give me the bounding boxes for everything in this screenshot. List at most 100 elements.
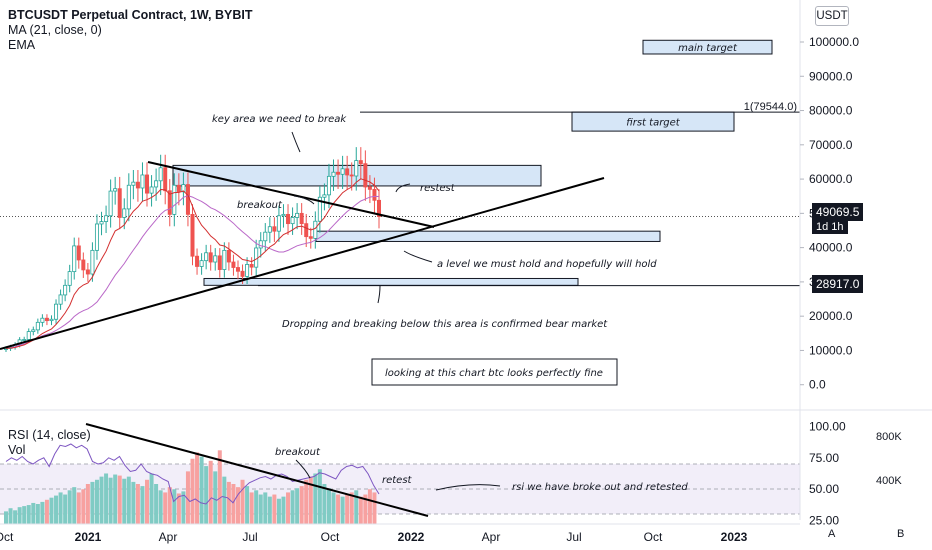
candle-body[interactable] (172, 184, 177, 215)
candle-body[interactable] (267, 226, 272, 233)
candle-body[interactable] (122, 208, 127, 218)
candle-body[interactable] (145, 174, 150, 194)
candle-body[interactable] (63, 284, 68, 296)
candle-body[interactable] (99, 221, 104, 225)
candle-body[interactable] (149, 186, 154, 194)
candle-body[interactable] (354, 160, 359, 177)
volume-bar (231, 484, 236, 524)
candle-body[interactable] (372, 188, 377, 201)
candle-body[interactable] (349, 174, 354, 177)
candle-body[interactable] (263, 231, 268, 242)
candle-body[interactable] (235, 267, 240, 272)
volume-bar (354, 490, 359, 524)
candle-body[interactable] (85, 269, 90, 275)
candle-body[interactable] (286, 213, 291, 225)
candle-body[interactable] (49, 318, 54, 322)
annotation-hold-level: a level we must hold and hopefully will … (437, 259, 657, 270)
candle-body[interactable] (181, 184, 186, 193)
volume-bar (372, 492, 377, 524)
volume-bar (67, 490, 72, 524)
candle-body[interactable] (254, 247, 259, 268)
candle-body[interactable] (195, 255, 200, 267)
ema-legend[interactable]: EMA (8, 38, 36, 52)
candle-body[interactable] (340, 168, 345, 175)
candle-body[interactable] (258, 240, 263, 249)
vol-legend[interactable]: Vol (8, 443, 26, 457)
candle-body[interactable] (272, 226, 277, 232)
candle-body[interactable] (276, 215, 281, 232)
candle-body[interactable] (117, 188, 122, 218)
candle-body[interactable] (176, 184, 181, 193)
candle-body[interactable] (140, 174, 145, 189)
candle-body[interactable] (317, 196, 322, 222)
candle-body[interactable] (376, 199, 381, 217)
candle-body[interactable] (222, 249, 227, 270)
candle-body[interactable] (213, 255, 218, 263)
candle-body[interactable] (358, 160, 363, 165)
time-axis[interactable]: Oct 2021 Apr Jul Oct 2022 Apr Jul Oct 2023 (0, 523, 800, 544)
candle-body[interactable] (217, 255, 222, 270)
candle-body[interactable] (326, 175, 331, 196)
volume-bar (22, 506, 27, 524)
candle-body[interactable] (108, 190, 113, 217)
candle-body[interactable] (304, 223, 309, 238)
currency-button[interactable]: USDT (815, 6, 849, 26)
price-axis[interactable]: 0.010000.020000.030000.040000.050000.060… (799, 0, 859, 520)
candle-body[interactable] (131, 181, 136, 186)
candle-body[interactable] (104, 215, 109, 222)
candle-body[interactable] (126, 184, 131, 210)
auto-scale-button[interactable]: A (828, 528, 836, 540)
candle-body[interactable] (313, 220, 318, 239)
candle-body[interactable] (199, 260, 204, 267)
candle-body[interactable] (113, 188, 118, 192)
candle-body[interactable] (90, 249, 95, 275)
candle-body[interactable] (308, 236, 313, 239)
candle-body[interactable] (26, 331, 31, 340)
candle-body[interactable] (35, 321, 40, 331)
candle-body[interactable] (295, 212, 300, 218)
candle-body[interactable] (322, 194, 327, 198)
bar-mode-button[interactable]: B (897, 528, 905, 540)
candle-body[interactable] (281, 213, 286, 217)
candle-body[interactable] (135, 181, 140, 189)
candle-body[interactable] (204, 252, 209, 262)
candle-body[interactable] (94, 223, 99, 251)
candlestick-series[interactable] (4, 147, 381, 352)
candle-body[interactable] (76, 245, 81, 261)
candle-body[interactable] (167, 190, 172, 215)
candle-body[interactable] (31, 329, 36, 332)
candle-body[interactable] (190, 213, 195, 257)
candle-body[interactable] (81, 259, 86, 271)
candle-body[interactable] (154, 180, 159, 188)
candle-body[interactable] (44, 317, 49, 322)
candle-body[interactable] (240, 270, 245, 277)
candle-body[interactable] (336, 171, 341, 175)
volume-bar (313, 473, 318, 524)
candle-body[interactable] (163, 167, 168, 192)
candle-body[interactable] (345, 168, 350, 176)
candle-body[interactable] (231, 261, 236, 268)
candle-body[interactable] (208, 252, 213, 263)
candle-body[interactable] (299, 212, 304, 225)
candle-body[interactable] (185, 184, 190, 215)
candle-body[interactable] (331, 171, 336, 177)
candle-body[interactable] (245, 264, 250, 277)
candle-body[interactable] (249, 264, 254, 268)
volume-bar (235, 487, 240, 524)
rsi-panel[interactable]: 25.00 50.00 75.00 100.00 800K 400K breakout ret… (0, 409, 932, 527)
price-tick-label: 0.0 (809, 378, 826, 392)
candle-body[interactable] (158, 167, 163, 182)
candle-body[interactable] (367, 186, 372, 190)
rsi-legend[interactable]: RSI (14, close) (8, 428, 91, 442)
candle-body[interactable] (226, 249, 231, 263)
candle-body[interactable] (67, 271, 72, 286)
candle-body[interactable] (40, 317, 45, 323)
candle-body[interactable] (58, 294, 63, 305)
ma-legend[interactable]: MA (21, close, 0) (8, 23, 102, 37)
candle-body[interactable] (290, 217, 295, 225)
candle-body[interactable] (54, 303, 59, 320)
candle-body[interactable] (72, 245, 77, 273)
candle-body[interactable] (363, 163, 368, 188)
candle-body[interactable] (22, 339, 27, 341)
